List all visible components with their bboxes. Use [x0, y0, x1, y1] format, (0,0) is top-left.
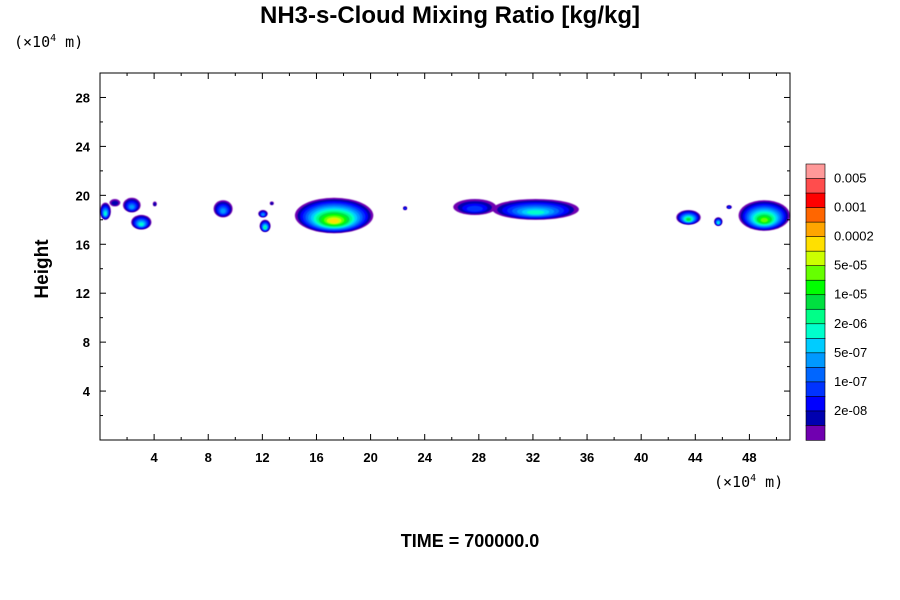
colorbar-swatch — [805, 265, 826, 281]
chart-title: NH3-s-Cloud Mixing Ratio [kg/kg] — [260, 2, 640, 29]
y-unit-prefix: (×10 — [14, 33, 51, 51]
colorbar: 0.005 0.001 0.0002 5e-05 1e-05 2e-06 5e-07 1e-0… — [805, 163, 874, 441]
colorbar-swatch — [805, 352, 826, 369]
cloud-blob — [109, 199, 121, 207]
y-tick-label: 20 — [76, 188, 90, 203]
y-tick-label: 24 — [76, 139, 91, 154]
colorbar-swatch — [805, 236, 826, 252]
colorbar-label: 1e-05 — [834, 287, 867, 302]
cloud-blob — [294, 197, 374, 234]
x-unit-prefix: (×10 — [714, 473, 751, 491]
cloud-blob — [714, 217, 723, 226]
colorbar-swatch — [805, 308, 826, 325]
x-tick-label: 28 — [472, 450, 486, 465]
plot-frame — [99, 72, 791, 441]
colorbar-swatch — [805, 192, 826, 209]
colorbar-swatch — [805, 410, 826, 427]
cloud-level — [717, 221, 720, 224]
cloud-level — [404, 207, 406, 210]
cloud-level — [728, 206, 731, 209]
colorbar-swatch — [805, 323, 826, 340]
cloud-blob — [259, 219, 271, 232]
colorbar-label: 5e-07 — [834, 345, 867, 360]
cloud-blob — [492, 199, 579, 220]
colorbar-swatch — [805, 396, 826, 412]
colorbar-swatch — [805, 250, 826, 267]
cloud-level — [153, 202, 157, 206]
colorbar-swatch — [805, 294, 826, 310]
cloud-level — [220, 208, 226, 214]
cloud-blob — [258, 210, 268, 218]
colorbar-swatch — [805, 381, 826, 398]
colorbar-label: 0.005 — [834, 171, 867, 186]
x-tick-label: 4 — [151, 450, 159, 465]
colorbar-swatch — [805, 178, 826, 194]
cloud-blob — [131, 214, 152, 230]
cloud-level — [104, 211, 107, 216]
colorbar-swatch — [805, 207, 826, 223]
colorbar-label: 5e-05 — [834, 258, 867, 273]
x-tick-label: 36 — [580, 450, 594, 465]
cloud-field — [100, 197, 790, 234]
x-tick-label: 24 — [417, 450, 432, 465]
colorbar-label: 0.001 — [834, 200, 867, 215]
cloud-blob — [738, 200, 790, 231]
x-tick-label: 32 — [526, 450, 540, 465]
x-tick-label: 20 — [363, 450, 377, 465]
x-tick-label: 16 — [309, 450, 323, 465]
cloud-blob — [123, 197, 141, 213]
cloud-level — [129, 205, 135, 209]
cloud-blob — [676, 210, 701, 225]
colorbar-swatch — [805, 367, 826, 383]
y-tick-label: 12 — [76, 286, 90, 301]
x-tick-label: 12 — [255, 450, 269, 465]
colorbar-swatch — [805, 163, 826, 180]
y-tick-label: 4 — [83, 384, 91, 399]
colorbar-swatch — [805, 279, 826, 296]
colorbar-label: 2e-06 — [834, 316, 867, 331]
cloud-level — [329, 218, 339, 224]
cloud-level — [526, 210, 545, 215]
cloud-blob — [213, 200, 233, 218]
cloud-blob — [726, 205, 732, 209]
colorbar-label: 1e-07 — [834, 374, 867, 389]
cloud-level — [760, 217, 768, 223]
cloud-level — [466, 205, 483, 212]
y-axis-unit: (×104 m) — [14, 33, 83, 51]
time-label: TIME = 700000.0 — [400, 531, 540, 551]
cloud-level — [261, 213, 265, 216]
cloud-level — [139, 222, 144, 226]
x-unit-exponent: 4 — [750, 473, 757, 484]
colorbar-swatch — [805, 221, 826, 238]
y-tick-label: 16 — [76, 237, 90, 252]
cloud-level — [264, 226, 267, 229]
y-unit-suffix: m) — [56, 33, 84, 51]
cloud-blob — [453, 199, 497, 215]
colorbar-swatch — [805, 425, 826, 441]
x-unit-suffix: m) — [756, 473, 784, 491]
y-tick-label: 8 — [83, 335, 90, 350]
colorbar-swatch — [805, 338, 826, 354]
x-tick-label: 44 — [688, 450, 703, 465]
x-axis-unit: (×104 m) — [714, 473, 783, 491]
cloud-level — [686, 218, 691, 221]
cloud-blob — [100, 202, 111, 220]
x-tick-label: 8 — [205, 450, 212, 465]
cloud-blob — [403, 206, 408, 210]
colorbar-label: 0.0002 — [834, 229, 874, 244]
colorbar-label: 2e-08 — [834, 403, 867, 418]
x-tick-label: 40 — [634, 450, 648, 465]
y-unit-exponent: 4 — [50, 33, 57, 44]
cloud-level — [270, 202, 274, 205]
cloud-blob — [269, 201, 274, 206]
cloud-level — [111, 200, 119, 206]
y-tick-label: 28 — [76, 90, 90, 105]
x-tick-label: 48 — [742, 450, 756, 465]
cloud-blob — [152, 201, 157, 207]
